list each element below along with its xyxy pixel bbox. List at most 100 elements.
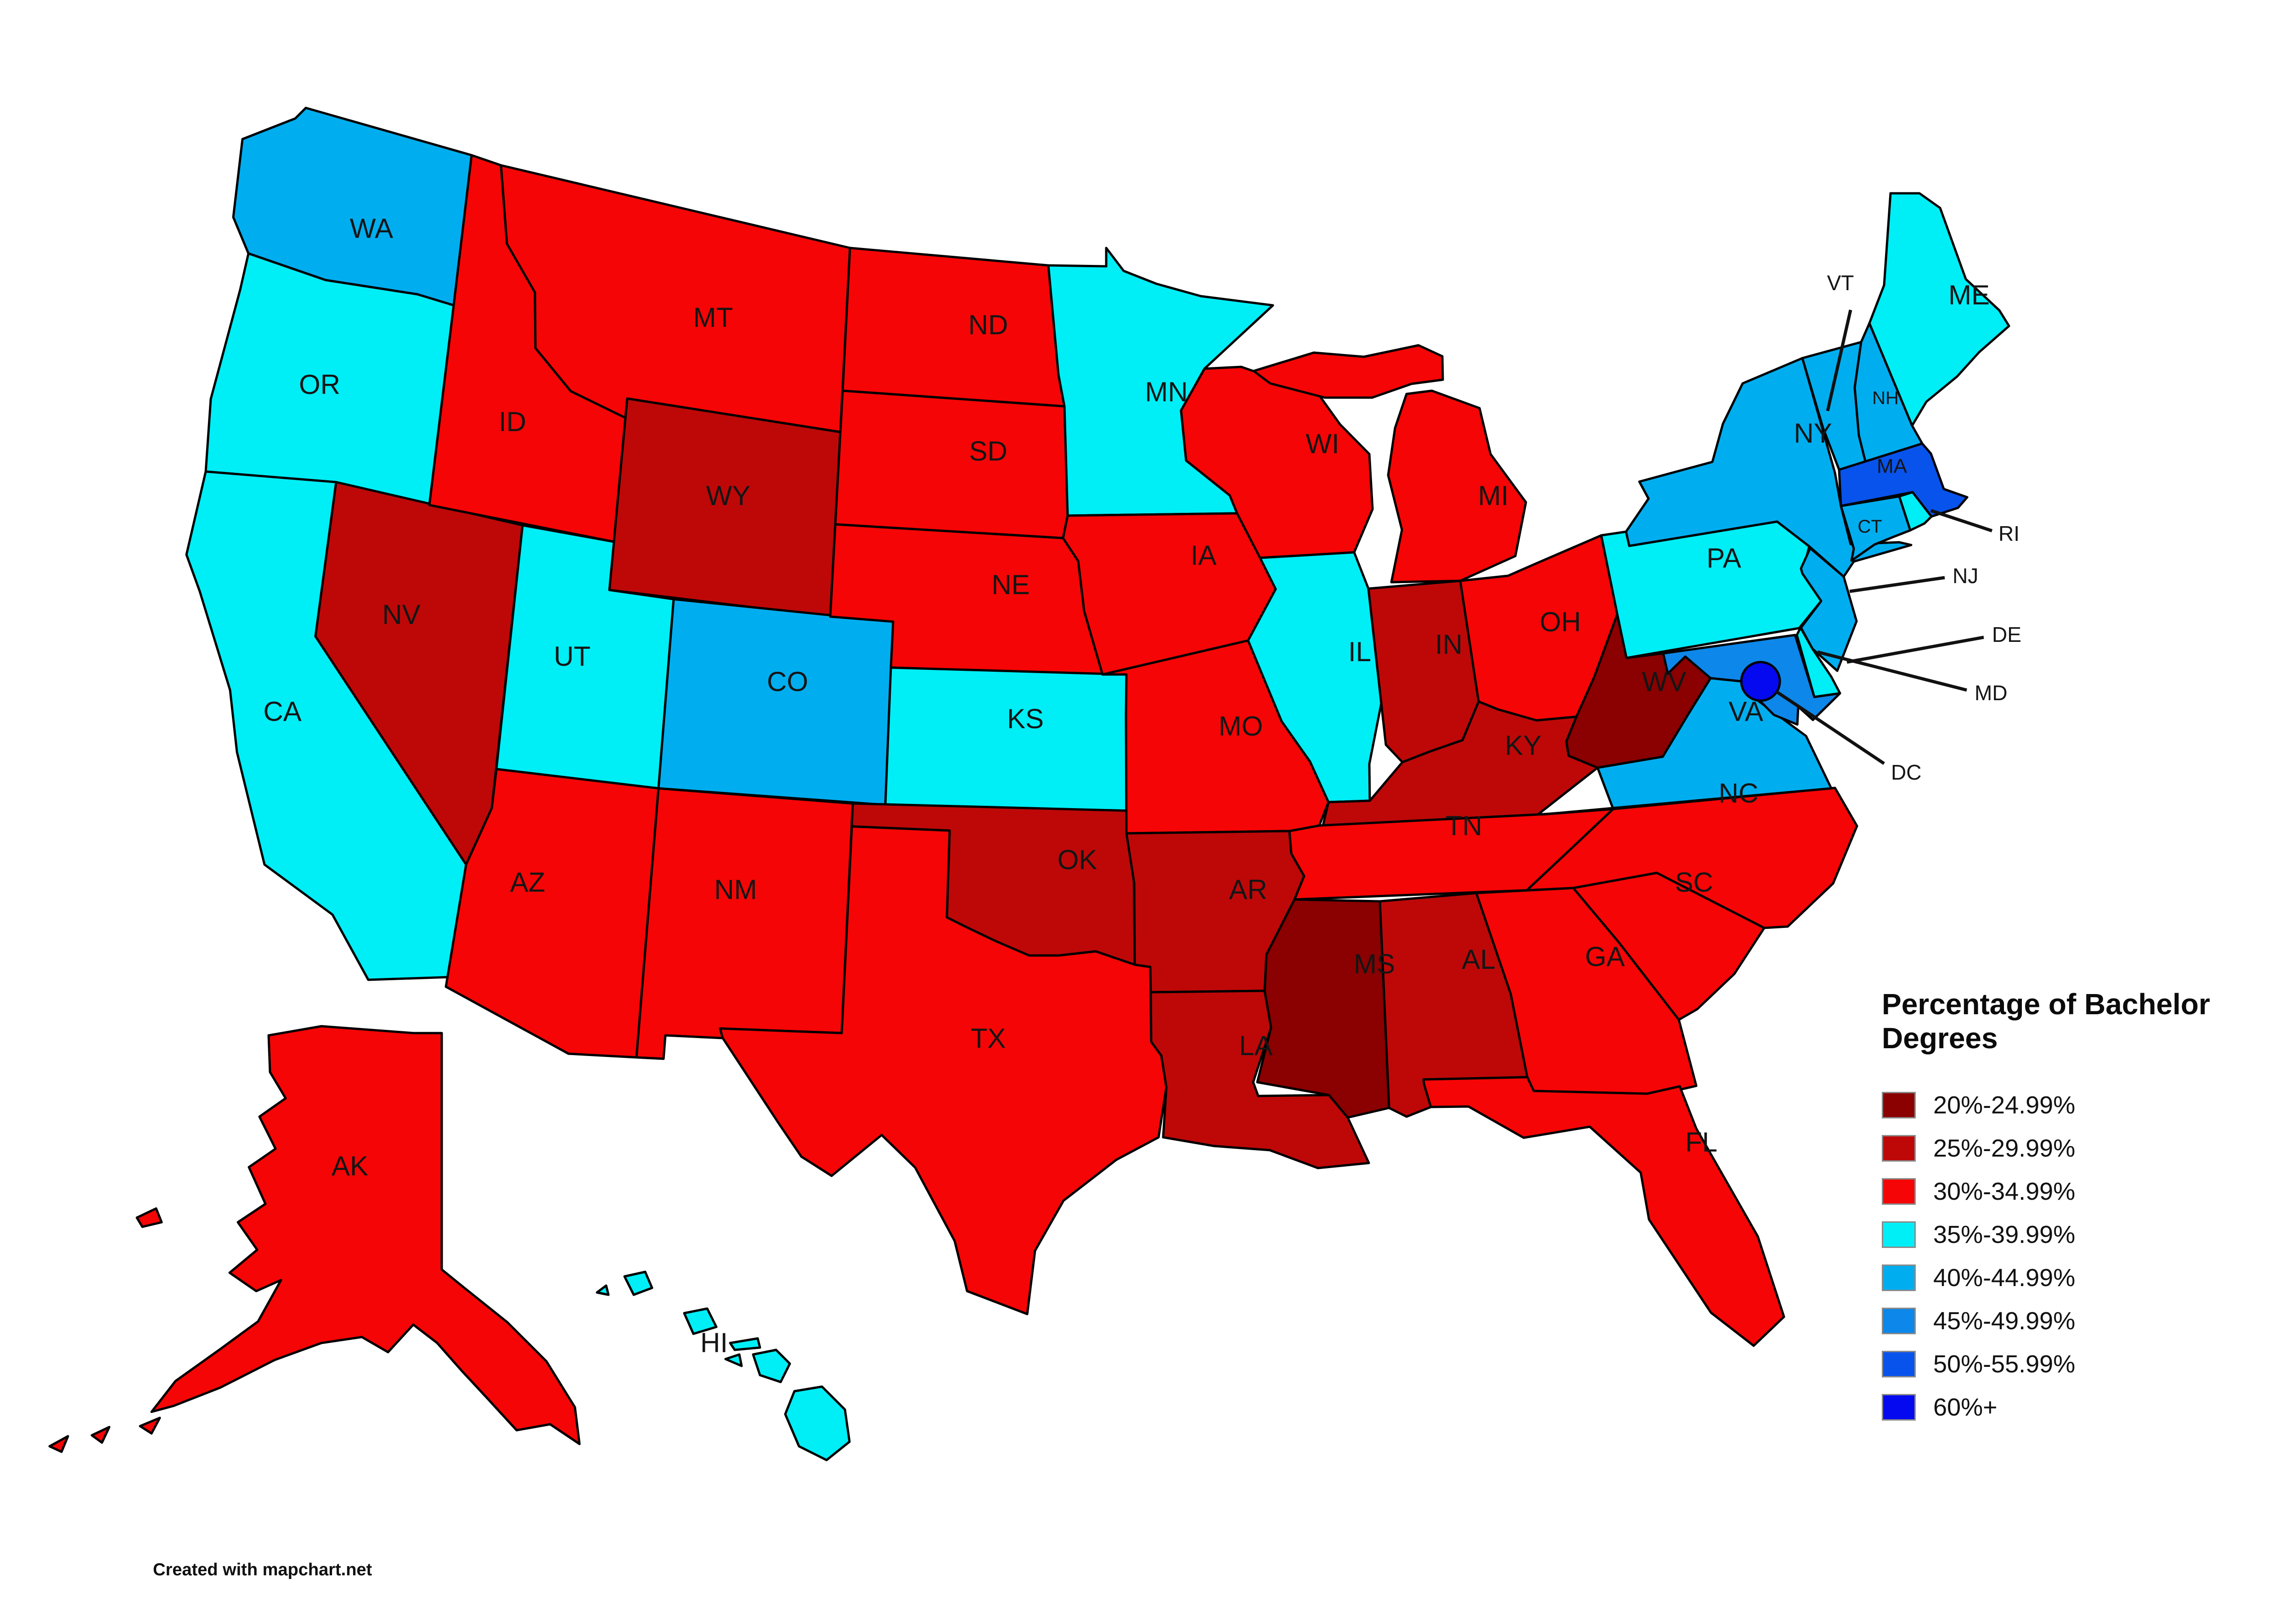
state-label-nh: NH xyxy=(1872,388,1899,408)
state-label-al: AL xyxy=(1462,944,1495,975)
state-label-sc: SC xyxy=(1675,867,1713,898)
state-label-dc: DC xyxy=(1891,760,1921,784)
state-label-md: MD xyxy=(1975,681,2008,705)
state-label-id: ID xyxy=(499,406,526,437)
state-label-wv: WV xyxy=(1642,666,1687,697)
leader-lines-layer xyxy=(1775,309,1993,765)
state-nc[interactable] xyxy=(1525,787,1858,929)
legend-label-c6: 45%-49.99% xyxy=(1933,1307,2076,1335)
state-ks[interactable] xyxy=(884,666,1128,812)
legend-row-c3: 30%-34.99% xyxy=(1882,1170,2277,1213)
state-label-ks: KS xyxy=(1007,703,1044,734)
state-label-sd: SD xyxy=(969,436,1007,466)
leader-line-dc xyxy=(1775,690,1885,765)
legend-rows: 20%-24.99% 25%-29.99% 30%-34.99% 35%-39.99%… xyxy=(1882,1084,2277,1429)
state-hi[interactable] xyxy=(752,1349,791,1383)
state-mi[interactable] xyxy=(1387,389,1527,584)
state-label-ut: UT xyxy=(554,641,591,672)
state-ms[interactable] xyxy=(1256,898,1390,1119)
legend-swatch-c4 xyxy=(1882,1221,1916,1248)
state-label-ia: IA xyxy=(1191,540,1217,571)
legend-swatch-c3 xyxy=(1882,1178,1916,1205)
state-ak[interactable] xyxy=(48,1435,69,1453)
legend-swatch-c8 xyxy=(1882,1394,1916,1421)
state-la[interactable] xyxy=(1149,989,1370,1169)
state-mi[interactable] xyxy=(1252,344,1444,399)
legend-swatch-c1 xyxy=(1882,1092,1916,1119)
legend-label-c3: 30%-34.99% xyxy=(1933,1178,2076,1206)
state-hi[interactable] xyxy=(729,1337,761,1351)
state-label-nd: ND xyxy=(968,309,1008,340)
legend-label-c4: 35%-39.99% xyxy=(1933,1221,2076,1249)
state-in[interactable] xyxy=(1367,579,1480,764)
legend-row-c5: 40%-44.99% xyxy=(1882,1256,2277,1299)
legend-label-c1: 20%-24.99% xyxy=(1933,1091,2076,1119)
state-co[interactable] xyxy=(657,598,895,806)
state-label-ct: CT xyxy=(1857,517,1882,537)
state-me[interactable] xyxy=(1868,192,2010,427)
state-label-vt: VT xyxy=(1827,271,1854,295)
legend-title: Percentage of Bachelor Degrees xyxy=(1882,988,2210,1055)
leader-line-de xyxy=(1846,635,1984,664)
state-label-ms: MS xyxy=(1354,949,1395,979)
state-hi[interactable] xyxy=(683,1307,718,1335)
leader-line-ri xyxy=(1930,509,1993,533)
state-nj[interactable] xyxy=(1800,547,1858,672)
state-nd[interactable] xyxy=(841,247,1066,408)
state-hi[interactable] xyxy=(623,1270,653,1296)
state-dc[interactable] xyxy=(1740,661,1781,702)
state-label-ak: AK xyxy=(332,1151,368,1181)
state-label-me: ME xyxy=(1948,280,1990,310)
state-label-ga: GA xyxy=(1585,941,1625,972)
legend-label-c7: 50%-55.99% xyxy=(1933,1350,2076,1378)
state-label-fl: FL xyxy=(1685,1127,1717,1157)
legend-row-c4: 35%-39.99% xyxy=(1882,1213,2277,1256)
state-label-ne: NE xyxy=(991,569,1030,600)
state-sd[interactable] xyxy=(834,389,1069,539)
state-label-oh: OH xyxy=(1540,607,1581,637)
state-label-nm: NM xyxy=(714,874,757,905)
state-label-ri: RI xyxy=(1998,522,2020,545)
state-fl[interactable] xyxy=(1422,1076,1785,1347)
state-tx[interactable] xyxy=(719,825,1168,1315)
state-label-wy: WY xyxy=(706,480,751,511)
state-ak[interactable] xyxy=(150,1025,581,1445)
state-nm[interactable] xyxy=(635,787,854,1060)
state-label-mo: MO xyxy=(1219,711,1263,742)
state-hi[interactable] xyxy=(596,1284,610,1296)
state-wi[interactable] xyxy=(1180,365,1374,559)
legend-swatch-c6 xyxy=(1882,1308,1916,1335)
legend-row-c8: 60%+ xyxy=(1882,1386,2277,1429)
legend-row-c6: 45%-49.99% xyxy=(1882,1299,2277,1343)
state-label-ny: NY xyxy=(1794,418,1832,449)
states-layer xyxy=(48,107,2010,1461)
state-label-az: AZ xyxy=(510,867,546,898)
state-label-wi: WI xyxy=(1306,428,1339,459)
state-label-va: VA xyxy=(1728,696,1763,727)
state-label-co: CO xyxy=(767,666,808,697)
state-labels-layer: WA OR CA NV ID MT WY UT CO AZ NM ND SD NE KS OK TX MN IA MO… xyxy=(263,213,2021,1358)
state-label-ar: AR xyxy=(1229,874,1267,905)
state-label-mi: MI xyxy=(1478,480,1509,511)
state-ri[interactable] xyxy=(1898,491,1933,532)
state-ak[interactable] xyxy=(135,1207,163,1228)
state-label-ok: OK xyxy=(1058,844,1097,875)
state-ak[interactable] xyxy=(90,1426,111,1444)
legend-swatch-c2 xyxy=(1882,1135,1916,1162)
state-label-de: DE xyxy=(1992,623,2021,646)
state-label-ca: CA xyxy=(263,696,301,727)
state-label-nv: NV xyxy=(382,599,420,630)
state-label-nc: NC xyxy=(1719,778,1759,809)
state-label-ky: KY xyxy=(1505,730,1542,761)
legend-swatch-c5 xyxy=(1882,1264,1916,1292)
legend-label-c8: 60%+ xyxy=(1933,1393,1998,1422)
state-ak[interactable] xyxy=(139,1416,161,1435)
state-label-mt: MT xyxy=(693,302,733,333)
legend-row-c7: 50%-55.99% xyxy=(1882,1343,2277,1386)
state-hi[interactable] xyxy=(724,1353,743,1367)
state-hi[interactable] xyxy=(784,1385,851,1461)
leader-line-nj xyxy=(1849,576,1945,593)
state-label-tx: TX xyxy=(971,1023,1006,1054)
